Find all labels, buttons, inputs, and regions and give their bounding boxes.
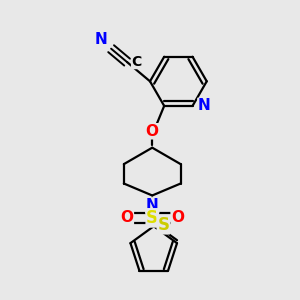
Text: S: S [146, 209, 158, 227]
Text: N: N [198, 98, 211, 113]
Text: N: N [95, 32, 107, 47]
Text: O: O [171, 210, 184, 225]
Text: S: S [157, 216, 169, 234]
Text: O: O [146, 124, 159, 139]
Text: C: C [132, 55, 142, 68]
Text: N: N [146, 198, 159, 213]
Text: O: O [120, 210, 134, 225]
